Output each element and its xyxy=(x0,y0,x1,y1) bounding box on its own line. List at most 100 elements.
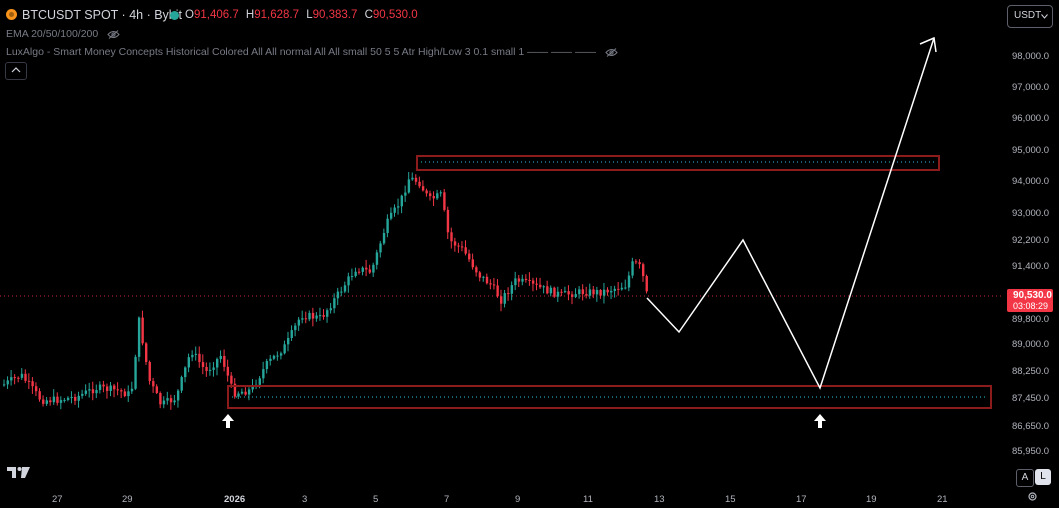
candle-body xyxy=(478,272,482,278)
candle-body xyxy=(141,317,144,344)
auto-scale-button[interactable]: A xyxy=(1016,469,1034,487)
candle-body xyxy=(81,393,84,396)
candle-body xyxy=(468,253,471,260)
candle-body xyxy=(620,287,624,290)
candle-body xyxy=(606,289,609,293)
indicator-ema[interactable]: EMA 20/50/100/200 xyxy=(6,28,120,40)
candle-body xyxy=(315,315,318,319)
candle-body xyxy=(162,400,166,405)
candle-body xyxy=(77,395,80,401)
candle-body xyxy=(571,294,574,297)
candle-body xyxy=(109,385,112,391)
candle-body xyxy=(546,286,549,294)
candle-body xyxy=(531,280,535,284)
candle-body xyxy=(556,291,560,297)
open-key: O xyxy=(185,9,194,21)
candle-body xyxy=(500,296,503,304)
low-key: L xyxy=(306,9,313,21)
candle-body xyxy=(308,312,311,320)
candle-body xyxy=(560,291,563,293)
chart-header: BTCUSDT SPOT · 4h · Bybit O91,406.7 H91,… xyxy=(0,0,1000,30)
price-chart[interactable] xyxy=(0,0,1003,490)
candle-body xyxy=(326,310,329,317)
visibility-eye-icon[interactable] xyxy=(107,29,120,39)
price-label: 95,000.0 xyxy=(1012,145,1049,156)
candle-body xyxy=(20,373,24,378)
close-key: C xyxy=(364,9,373,21)
visibility-eye-icon[interactable] xyxy=(605,47,618,57)
demand-zone[interactable] xyxy=(227,385,992,409)
time-label: 3 xyxy=(302,494,308,505)
currency-selector[interactable]: USDT xyxy=(1007,5,1053,28)
candle-body xyxy=(297,319,301,326)
candle-body xyxy=(52,396,56,403)
candle-body xyxy=(482,276,485,278)
candle-body xyxy=(553,287,556,297)
price-label: 92,200.0 xyxy=(1012,235,1049,246)
candle-body xyxy=(542,286,545,288)
candle-body xyxy=(216,359,219,368)
candle-body xyxy=(98,384,102,391)
candle-body xyxy=(145,343,148,362)
candle-body xyxy=(400,195,403,207)
candle-body xyxy=(624,287,627,289)
candle-body xyxy=(91,389,95,394)
candle-body xyxy=(414,177,418,182)
indicator-luxalgo-label: LuxAlgo - Smart Money Concepts Historica… xyxy=(6,46,596,58)
candle-body xyxy=(27,380,31,382)
candle-body xyxy=(219,355,222,360)
price-label: 89,000.0 xyxy=(1012,339,1049,350)
tradingview-logo-icon[interactable] xyxy=(7,466,31,480)
projection-path[interactable] xyxy=(646,37,935,390)
price-label: 94,000.0 xyxy=(1012,176,1049,187)
candle-body xyxy=(223,355,226,367)
candle-body xyxy=(120,390,123,392)
candle-body xyxy=(148,361,151,382)
chevron-down-icon xyxy=(1041,14,1048,19)
candle-body xyxy=(287,338,290,345)
candle-body xyxy=(365,267,368,270)
arrow-head-icon xyxy=(919,36,937,53)
time-label: 19 xyxy=(866,494,877,505)
candle-body xyxy=(350,276,354,278)
candle-body xyxy=(24,373,27,381)
symbol-title[interactable]: BTCUSDT SPOT · 4h · Bybit xyxy=(22,8,182,22)
candle-body xyxy=(539,284,542,288)
candle-body xyxy=(272,355,276,359)
time-label: 29 xyxy=(122,494,133,505)
log-scale-button[interactable]: L xyxy=(1035,469,1051,485)
candle-body xyxy=(173,400,176,403)
gear-icon[interactable] xyxy=(1027,491,1038,502)
candle-body xyxy=(279,353,283,356)
supply-zone[interactable] xyxy=(416,155,940,171)
candle-body xyxy=(535,283,538,285)
candle-body xyxy=(180,377,183,391)
candle-body xyxy=(599,289,602,296)
candle-body xyxy=(439,192,443,194)
candle-body xyxy=(13,377,17,379)
candle-body xyxy=(507,293,510,295)
candle-body xyxy=(602,289,606,296)
candle-body xyxy=(230,375,233,384)
collapse-indicators-button[interactable] xyxy=(5,62,27,80)
candle-body xyxy=(393,207,396,213)
time-label: 9 xyxy=(515,494,521,505)
candle-body xyxy=(34,386,38,392)
candle-body xyxy=(613,288,616,291)
candle-body xyxy=(418,181,421,187)
high-value: 91,628.7 xyxy=(254,9,299,21)
price-label: 98,000.0 xyxy=(1012,51,1049,62)
candle-body xyxy=(187,357,190,368)
candle-body xyxy=(411,177,414,180)
candle-countdown: 03:08:29 xyxy=(1013,301,1049,311)
candle-body xyxy=(436,193,439,199)
candle-body xyxy=(521,278,524,282)
currency-label: USDT xyxy=(1014,10,1042,21)
candle-body xyxy=(127,391,130,397)
candle-body xyxy=(563,291,567,293)
candle-body xyxy=(375,252,379,265)
indicator-luxalgo[interactable]: LuxAlgo - Smart Money Concepts Historica… xyxy=(6,46,618,58)
price-label: 88,250.0 xyxy=(1012,366,1049,377)
candle-body xyxy=(159,393,162,405)
candle-body xyxy=(329,308,332,311)
